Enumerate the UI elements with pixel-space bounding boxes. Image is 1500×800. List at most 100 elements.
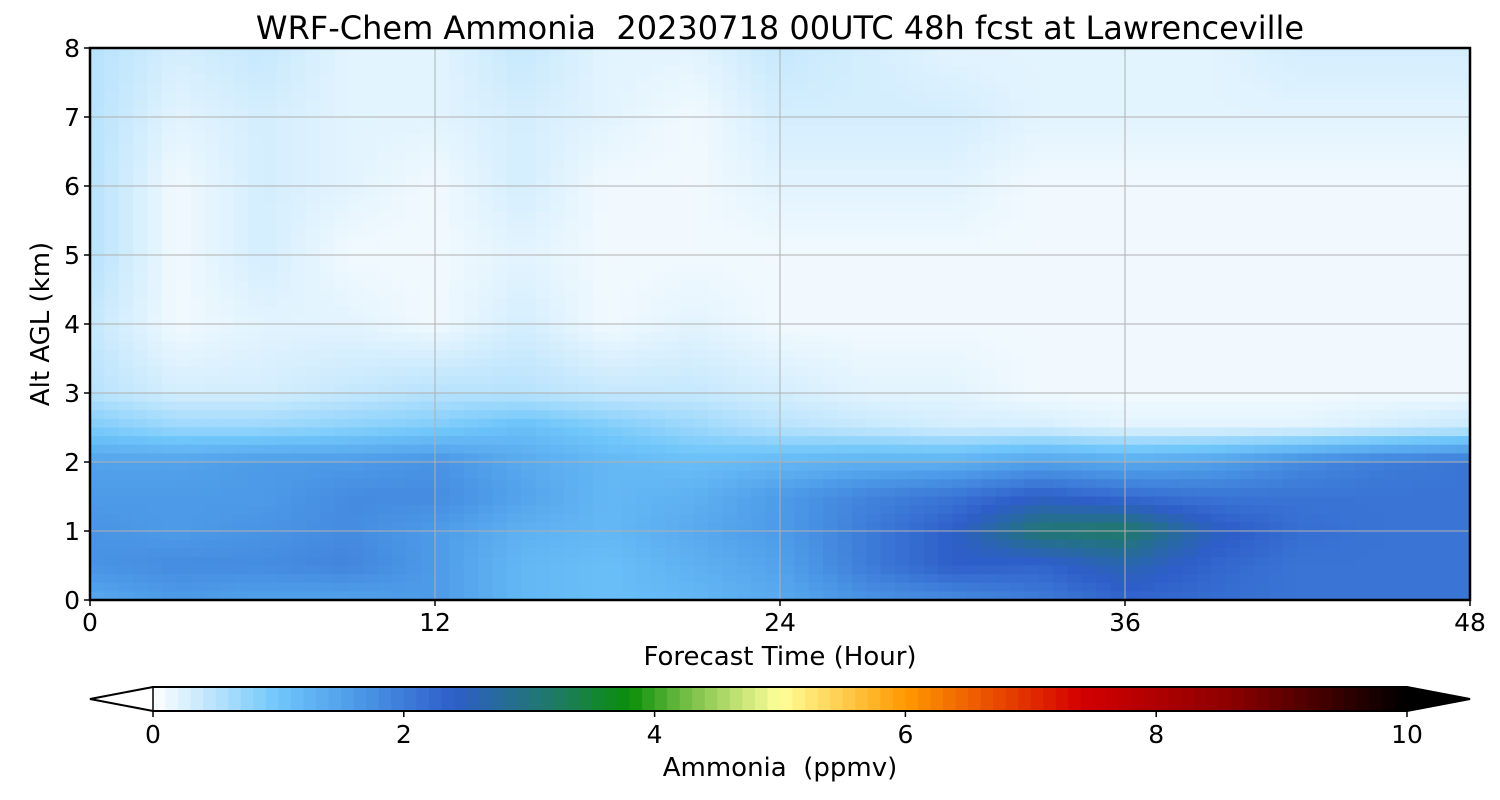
heatmap-cell <box>1196 298 1212 308</box>
heatmap-cell <box>176 410 192 420</box>
heatmap-cell <box>1225 384 1241 394</box>
heatmap-cell <box>1283 367 1299 377</box>
heatmap-cell <box>190 470 206 480</box>
heatmap-cell <box>823 117 839 127</box>
heatmap-cell <box>492 332 508 342</box>
heatmap-cell <box>262 289 278 299</box>
heatmap-cell <box>1110 203 1126 213</box>
heatmap-cell <box>391 246 407 256</box>
heatmap-cell <box>1053 237 1069 247</box>
heatmap-cell <box>780 367 795 377</box>
heatmap-cell <box>636 479 652 489</box>
heatmap-cell <box>535 401 551 411</box>
heatmap-cell <box>1268 263 1284 273</box>
heatmap-cell <box>1455 289 1470 299</box>
heatmap-cell <box>1297 367 1313 377</box>
heatmap-cell <box>391 332 407 342</box>
heatmap-cell <box>1053 168 1069 178</box>
heatmap-cell <box>449 306 465 316</box>
heatmap-cell <box>1340 125 1356 135</box>
heatmap-cell <box>1369 384 1385 394</box>
heatmap-cell <box>578 427 594 437</box>
heatmap-cell <box>363 134 379 144</box>
heatmap-cell <box>1010 177 1025 187</box>
heatmap-cell <box>506 341 522 351</box>
heatmap-cell <box>90 177 105 187</box>
heatmap-cell <box>420 211 436 222</box>
heatmap-cell <box>966 125 982 135</box>
heatmap-cell <box>665 349 680 360</box>
heatmap-cell <box>550 48 565 58</box>
heatmap-cell <box>190 315 206 325</box>
heatmap-cell <box>808 358 824 368</box>
heatmap-cell <box>1254 418 1270 429</box>
heatmap-cell <box>1383 48 1399 58</box>
heatmap-cell <box>104 160 120 170</box>
heatmap-cell <box>176 358 192 368</box>
heatmap-cell <box>621 142 637 153</box>
heatmap-cell <box>233 194 249 204</box>
heatmap-cell <box>909 444 925 454</box>
heatmap-cell <box>1355 220 1370 230</box>
heatmap-cell <box>1254 151 1270 161</box>
heatmap-cell <box>276 48 292 58</box>
heatmap-cell <box>952 108 968 118</box>
heatmap-cell <box>578 436 594 446</box>
heatmap-cell <box>1168 479 1184 489</box>
heatmap-cell <box>90 203 105 213</box>
heatmap-cell <box>823 470 839 480</box>
heatmap-cell <box>161 246 177 256</box>
heatmap-cell <box>1441 211 1457 222</box>
heatmap-cell <box>90 470 105 480</box>
heatmap-cell <box>1283 358 1299 368</box>
heatmap-cell <box>535 99 551 109</box>
heatmap-cell <box>248 99 264 109</box>
heatmap-cell <box>1297 125 1313 135</box>
heatmap-cell <box>334 229 350 239</box>
heatmap-cell <box>751 73 767 84</box>
heatmap-cell <box>1355 246 1370 256</box>
heatmap-cell <box>765 134 781 144</box>
heatmap-cell <box>478 462 494 472</box>
heatmap-cell <box>348 108 364 118</box>
heatmap-cell <box>1096 358 1112 368</box>
heatmap-cell <box>593 470 609 480</box>
heatmap-cell <box>636 470 652 480</box>
heatmap-cell <box>334 418 350 429</box>
heatmap-cell <box>320 142 335 153</box>
heatmap-cell <box>866 194 882 204</box>
heatmap-cell <box>406 358 422 368</box>
heatmap-cell <box>1355 418 1370 429</box>
heatmap-cell <box>377 142 393 153</box>
heatmap-cell <box>1096 453 1112 463</box>
heatmap-cell <box>492 56 508 66</box>
heatmap-cell <box>851 470 867 480</box>
heatmap-cell <box>262 298 278 308</box>
heatmap-cell <box>262 462 278 472</box>
heatmap-cell <box>1398 418 1414 429</box>
heatmap-cell <box>1297 272 1313 282</box>
heatmap-cell <box>1355 462 1370 472</box>
heatmap-cell <box>1038 367 1054 377</box>
heatmap-cell <box>708 375 724 385</box>
heatmap-cell <box>938 453 954 463</box>
heatmap-cell <box>147 349 163 360</box>
heatmap-cell <box>305 263 321 273</box>
heatmap-cell <box>1225 82 1241 92</box>
heatmap-cell <box>665 418 680 429</box>
heatmap-cell <box>262 255 278 265</box>
heatmap-cell <box>377 298 393 308</box>
heatmap-cell <box>133 177 149 187</box>
heatmap-cell <box>607 418 623 429</box>
heatmap-cell <box>161 401 177 411</box>
heatmap-cell <box>578 263 594 273</box>
heatmap-cell <box>837 203 853 213</box>
heatmap-cell <box>1125 99 1140 109</box>
heatmap-cell <box>1297 306 1313 316</box>
heatmap-cell <box>176 203 192 213</box>
heatmap-cell <box>650 246 666 256</box>
heatmap-cell <box>118 444 134 454</box>
heatmap-cell <box>837 384 853 394</box>
heatmap-cell <box>1024 375 1040 385</box>
heatmap-cell <box>449 108 465 118</box>
